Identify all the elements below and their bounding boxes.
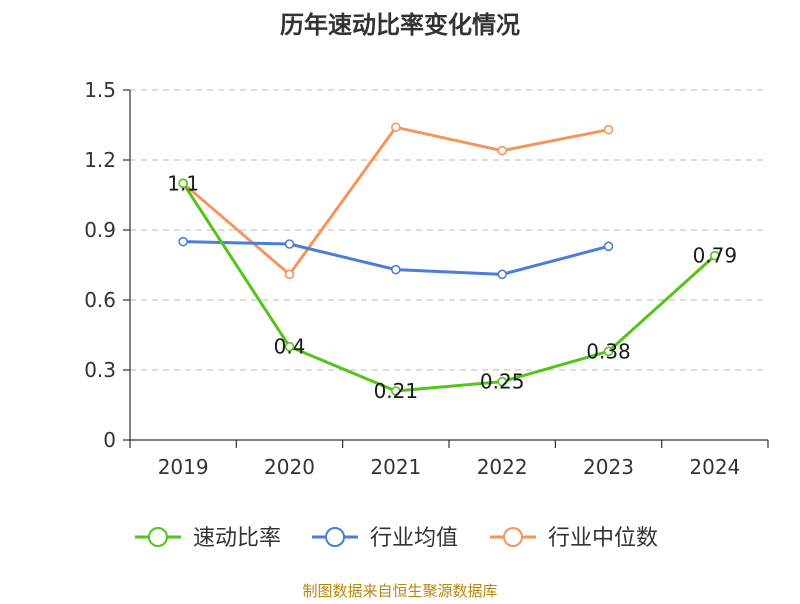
- data-point: [178, 236, 188, 247]
- legend-marker-icon: [148, 527, 168, 547]
- legend-label: 行业中位数: [548, 526, 658, 551]
- axes: 0 0.3 0.6 0.9 1.2 1.5 2019 2020 2021 2022 2023 2024: [84, 78, 769, 479]
- data-label-2020: 0.4: [274, 335, 306, 359]
- data-point: [710, 250, 720, 261]
- data-point: [603, 241, 614, 252]
- y-tick-label-0: 0: [103, 428, 116, 452]
- data-point: [178, 178, 188, 189]
- x-tick-label-2021: 2021: [370, 455, 421, 479]
- data-label-2022: 0.25: [480, 370, 525, 394]
- x-tick-label-2019: 2019: [158, 455, 209, 479]
- chart-title: 历年速动比率变化情况: [280, 11, 520, 39]
- data-point: [603, 346, 614, 357]
- series-line: [181, 182, 716, 393]
- x-tick-label-2024: 2024: [689, 455, 740, 479]
- data-point: [391, 264, 401, 275]
- data-point: [497, 269, 507, 280]
- legend-label: 行业均值: [370, 526, 458, 551]
- legend-item-1[interactable]: 行业均值: [312, 526, 458, 551]
- legend[interactable]: 速动比率 行业均值 行业中位数: [135, 526, 658, 551]
- y-tick-label-3: 0.9: [84, 218, 116, 242]
- data-point: [497, 145, 507, 156]
- series-industry-mean: [178, 236, 614, 280]
- legend-item-2[interactable]: 行业中位数: [490, 526, 658, 551]
- legend-item-0[interactable]: 速动比率: [135, 526, 281, 551]
- data-labels: 1.1 0.4 0.21 0.25 0.38 0.79: [167, 171, 737, 403]
- grid: [130, 89, 768, 371]
- x-tick-label-2020: 2020: [264, 455, 315, 479]
- data-point: [284, 269, 295, 280]
- y-tick-label-2: 0.6: [84, 288, 116, 312]
- y-tick-label-4: 1.2: [84, 148, 116, 172]
- data-point: [603, 124, 614, 135]
- data-label-2023: 0.38: [586, 339, 631, 363]
- y-tick-label-1: 0.3: [84, 358, 116, 382]
- x-tick-label-2023: 2023: [583, 455, 634, 479]
- data-source-note: 制图数据来自恒生聚源数据库: [302, 582, 497, 600]
- data-point: [284, 239, 295, 249]
- data-label-2024: 0.79: [693, 244, 738, 268]
- legend-marker-icon: [503, 527, 523, 547]
- y-tick-label-5: 1.5: [84, 78, 116, 102]
- data-point: [391, 122, 401, 133]
- data-point: [497, 376, 507, 387]
- legend-label: 速动比率: [193, 526, 281, 551]
- data-label-2019: 1.1: [167, 171, 199, 195]
- series-line: [182, 125, 609, 276]
- series-layer: [178, 122, 720, 396]
- series-industry-median: [178, 122, 614, 280]
- data-label-2021: 0.21: [374, 379, 419, 403]
- x-tick-label-2022: 2022: [477, 455, 528, 479]
- series-quick-ratio: [178, 178, 720, 396]
- data-point: [391, 386, 401, 396]
- data-point: [284, 341, 295, 352]
- legend-marker-icon: [325, 527, 345, 547]
